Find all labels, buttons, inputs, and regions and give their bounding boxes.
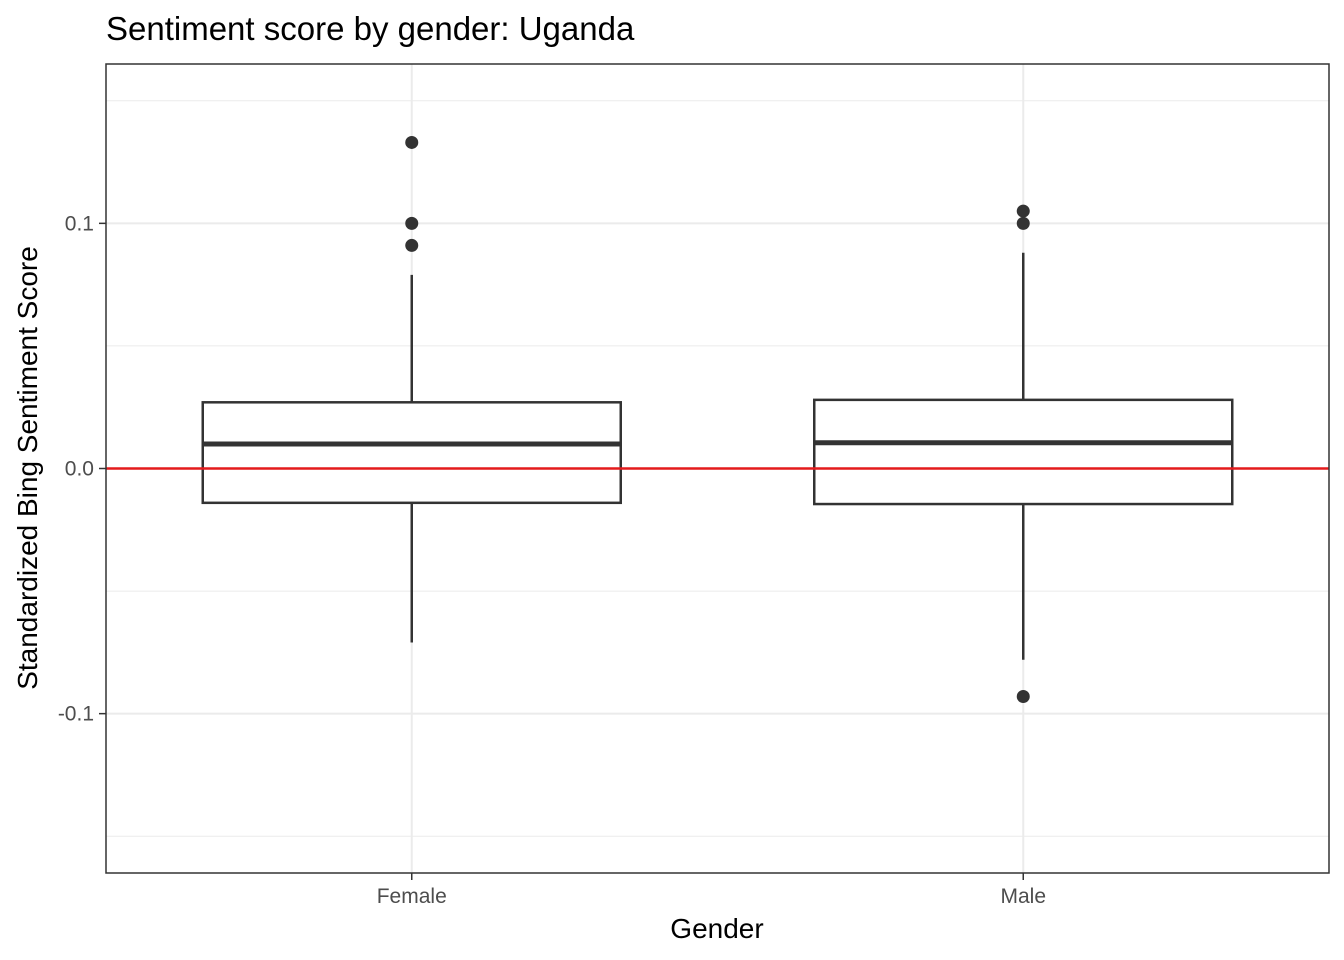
outlier-point bbox=[1016, 204, 1030, 218]
y-tick-label: 0.1 bbox=[65, 212, 94, 235]
x-tick-label: Male bbox=[1000, 885, 1046, 908]
x-axis-title: Gender bbox=[670, 913, 763, 944]
chart-title: Sentiment score by gender: Uganda bbox=[106, 10, 635, 47]
outlier-point bbox=[405, 238, 419, 252]
box-group-female bbox=[201, 135, 622, 643]
outlier-point bbox=[1016, 689, 1030, 703]
y-tick-label: -0.1 bbox=[58, 703, 94, 726]
axes: -0.1 0.0 0.1 Female Male bbox=[58, 212, 1046, 908]
y-axis-title: Standardized Bing Sentiment Score bbox=[12, 246, 43, 690]
outlier-point bbox=[1016, 216, 1030, 230]
boxes bbox=[106, 135, 1329, 703]
box-group-male bbox=[813, 204, 1234, 703]
outlier-point bbox=[405, 135, 419, 149]
outlier-point bbox=[405, 216, 419, 230]
x-tick-label: Female bbox=[377, 885, 447, 908]
box-iqr bbox=[813, 398, 1234, 506]
box-iqr bbox=[201, 401, 622, 505]
y-tick-label: 0.0 bbox=[65, 458, 94, 481]
